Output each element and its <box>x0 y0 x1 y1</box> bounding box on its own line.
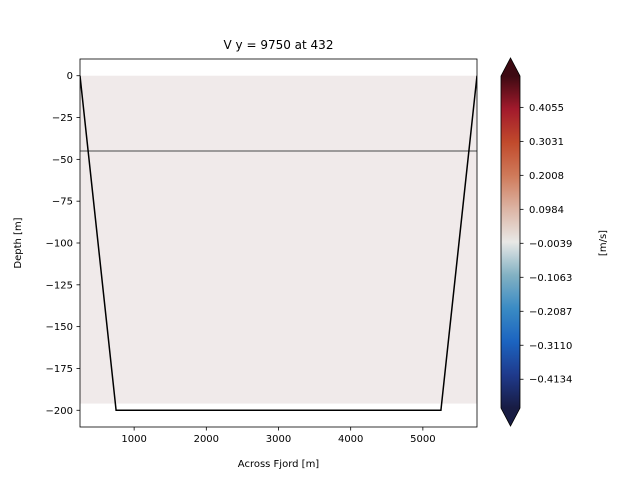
bathymetry-line <box>80 75 477 412</box>
x-tick-label: 4000 <box>338 434 363 445</box>
y-tick-label: −175 <box>46 364 73 375</box>
y-axis-label: Depth [m] <box>13 217 24 268</box>
chart-title: V y = 9750 at 432 <box>224 38 334 52</box>
colorbar-tick-label: −0.4134 <box>529 375 572 386</box>
plot-area: 1000 2000 3000 4000 5000 0 −25 −50 −75 −100 −125 −… <box>46 58 478 445</box>
y-tick-label: −125 <box>46 280 73 291</box>
colorbar-tick-label: 0.2008 <box>529 171 564 182</box>
colorbar-extend-max <box>501 58 520 76</box>
x-tick-label: 3000 <box>266 434 291 445</box>
colorbar-extend-min <box>501 408 520 426</box>
colorbar-tick-label: 0.3031 <box>529 137 564 148</box>
colorbar-gradient <box>501 76 520 408</box>
colorbar-label: [m/s] <box>598 230 609 256</box>
colorbar-ticks: −0.4134 −0.3110 −0.2087 −0.1063 −0.0039 0.098… <box>520 103 572 386</box>
colorbar-tick-label: 0.4055 <box>529 103 564 114</box>
y-tick-label: −200 <box>46 406 73 417</box>
y-tick-label: −100 <box>46 239 73 250</box>
colorbar-tick-label: −0.1063 <box>529 273 572 284</box>
velocity-field <box>80 75 477 404</box>
y-tick-label: −25 <box>52 113 73 124</box>
y-tick-label: 0 <box>67 71 73 82</box>
x-axis-label: Across Fjord [m] <box>238 459 320 470</box>
colorbar: −0.4134 −0.3110 −0.2087 −0.1063 −0.0039 0.098… <box>500 57 609 427</box>
x-axis-ticks: 1000 2000 3000 4000 5000 <box>121 427 436 445</box>
y-tick-label: −50 <box>52 155 73 166</box>
colorbar-tick-label: −0.0039 <box>529 239 572 250</box>
x-tick-label: 1000 <box>121 434 146 445</box>
colorbar-outline <box>500 57 521 427</box>
x-tick-label: 5000 <box>410 434 435 445</box>
colorbar-tick-label: −0.2087 <box>529 307 572 318</box>
colorbar-tick-label: 0.0984 <box>529 205 564 216</box>
y-tick-label: −75 <box>52 197 73 208</box>
y-axis-ticks: 0 −25 −50 −75 −100 −125 −150 −175 −200 <box>46 71 80 417</box>
colorbar-tick-label: −0.3110 <box>529 341 572 352</box>
y-tick-label: −150 <box>46 322 73 333</box>
x-tick-label: 2000 <box>194 434 219 445</box>
